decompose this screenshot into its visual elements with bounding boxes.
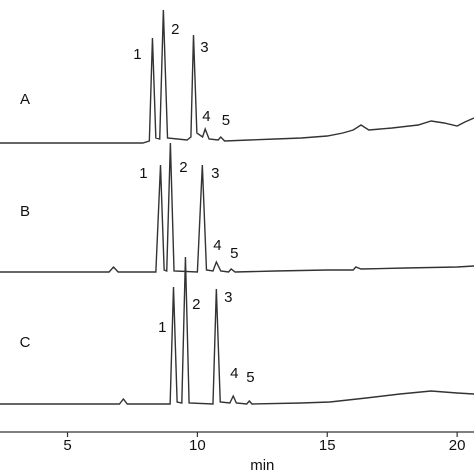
- peak-label: 5: [246, 369, 254, 386]
- x-axis-label: min: [250, 457, 274, 474]
- peak-label: 5: [230, 245, 238, 262]
- peak-label: 4: [213, 237, 221, 254]
- x-tick-label: 5: [63, 437, 71, 454]
- trace-label: B: [20, 203, 30, 220]
- peak-label: 4: [230, 365, 238, 382]
- x-tick-label: 20: [449, 437, 466, 454]
- peak-label: 1: [158, 319, 166, 336]
- peak-label: 3: [200, 39, 208, 56]
- peak-label: 5: [222, 112, 230, 129]
- peak-label: 2: [179, 159, 187, 176]
- trace-label: A: [20, 91, 30, 108]
- x-tick-label: 15: [319, 437, 336, 454]
- peak-label: 1: [133, 46, 141, 63]
- peak-label: 2: [192, 296, 200, 313]
- peak-label: 1: [139, 165, 147, 182]
- peak-label: 3: [211, 165, 219, 182]
- trace-line: [0, 9, 474, 144]
- peak-label: 4: [202, 108, 210, 125]
- trace-line: [0, 256, 474, 405]
- peak-label: 3: [224, 289, 232, 306]
- peak-label: 2: [171, 21, 179, 38]
- x-tick-label: 10: [189, 437, 206, 454]
- trace-label: C: [20, 334, 31, 351]
- trace-line: [0, 142, 474, 273]
